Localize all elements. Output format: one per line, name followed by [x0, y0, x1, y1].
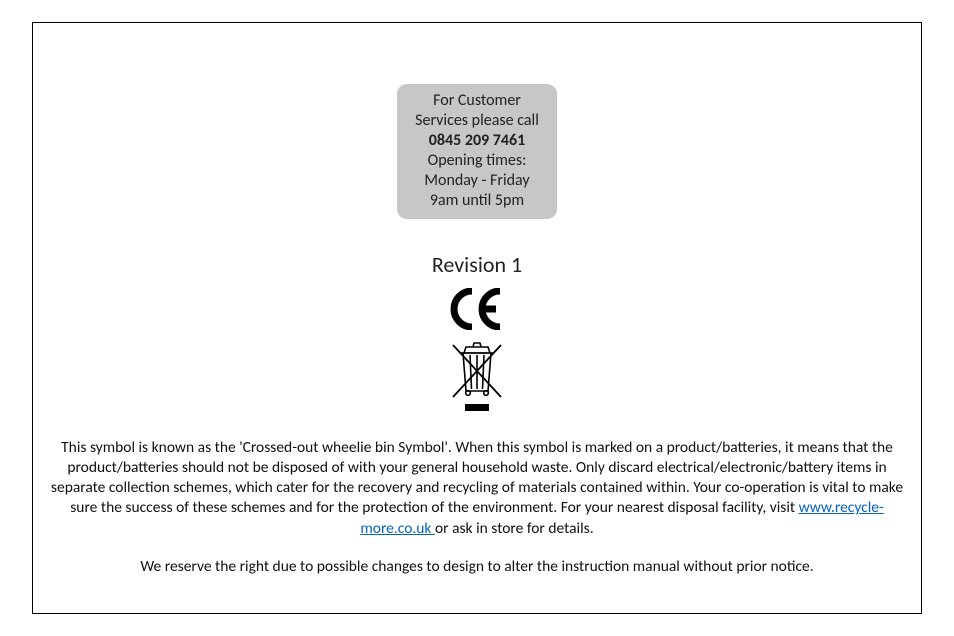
page-content: For Customer Services please call 0845 2…	[32, 22, 922, 614]
customer-service-box: For Customer Services please call 0845 2…	[397, 84, 557, 219]
body-text-after-link: or ask in store for details.	[435, 519, 594, 538]
weee-explanation-text: This symbol is known as the 'Crossed-out…	[32, 438, 922, 539]
cs-line4: Opening times:	[415, 151, 539, 171]
body-text-before-link: This symbol is known as the 'Crossed-out…	[51, 438, 903, 517]
cs-line1: For Customer	[415, 91, 539, 111]
cs-line2: Services please call	[415, 111, 539, 131]
disclaimer-text: We reserve the right due to possible cha…	[140, 557, 813, 576]
cs-line6: 9am until 5pm	[415, 191, 539, 211]
cs-phone: 0845 209 7461	[415, 131, 539, 151]
revision-label: Revision 1	[432, 251, 522, 278]
cs-line5: Monday - Friday	[415, 171, 539, 191]
weee-crossed-bin-icon	[447, 341, 507, 420]
ce-mark-icon	[448, 288, 506, 335]
